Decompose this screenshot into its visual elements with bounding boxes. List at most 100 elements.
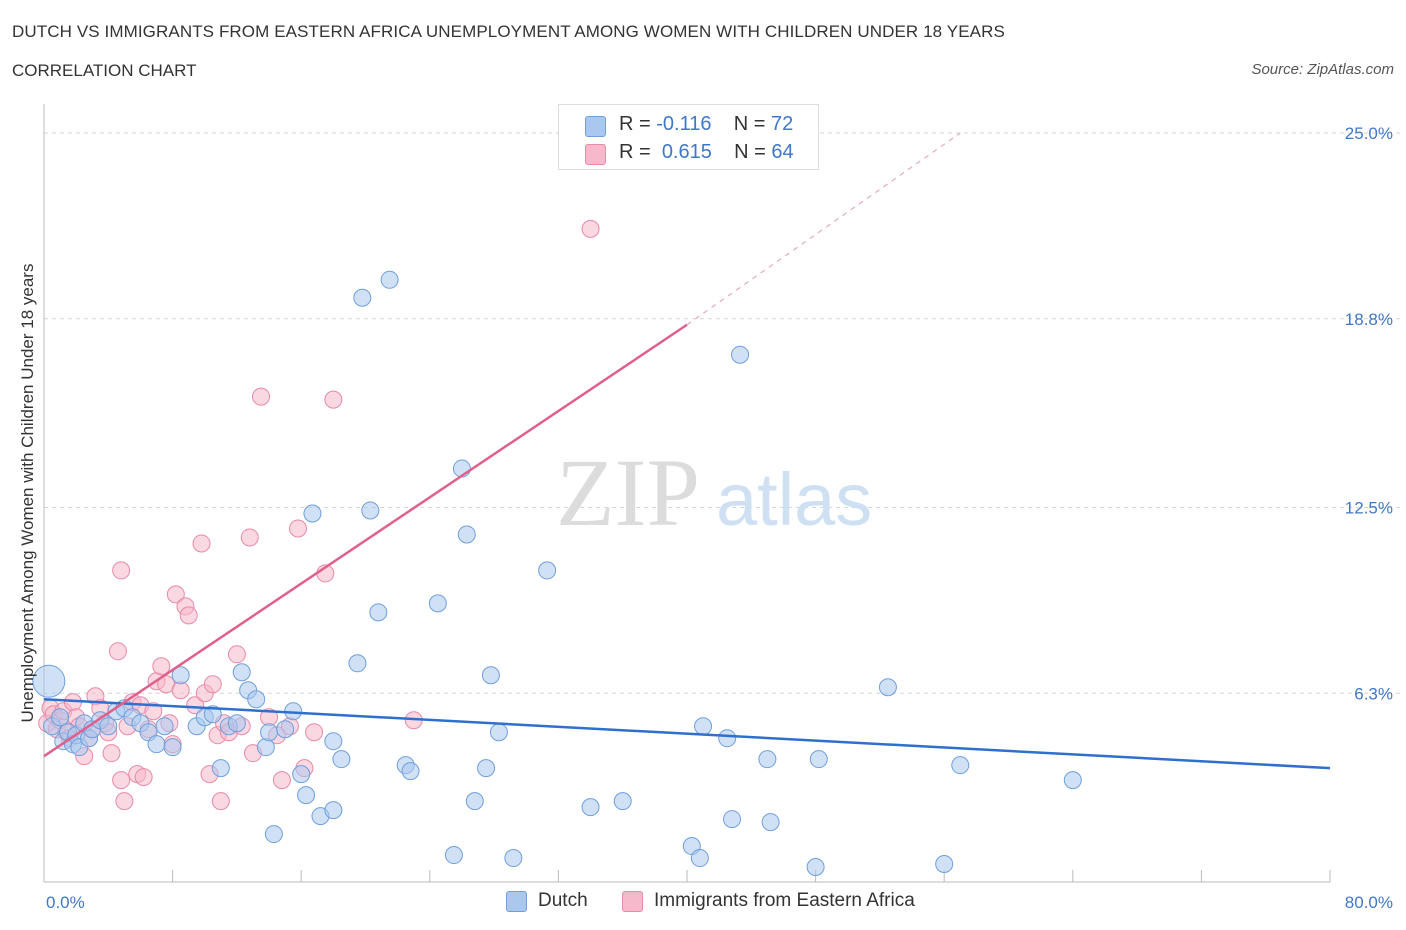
y-tick-label: 6.3% <box>1354 684 1393 703</box>
legend-swatch-immigrants <box>585 144 606 165</box>
dutch-point <box>163 738 182 757</box>
watermark-atlas: atlas <box>716 458 872 541</box>
dutch-point <box>935 855 954 874</box>
dutch-point <box>718 729 737 748</box>
dutch-point <box>613 792 632 811</box>
dutch-point <box>324 801 343 820</box>
dutch-point <box>538 561 557 580</box>
immigrants-point <box>203 675 222 694</box>
dutch-point <box>477 759 496 778</box>
x-tick-label: 0.0% <box>46 893 85 912</box>
bottom-legend-swatch-immigrants <box>622 891 643 912</box>
immigrants-point <box>134 768 153 787</box>
immigrants-point <box>166 585 185 604</box>
axes <box>43 104 1331 883</box>
bottom-legend-swatch-dutch <box>506 891 527 912</box>
dutch-point <box>332 750 351 769</box>
dutch-point <box>1063 771 1082 790</box>
dutch-point <box>147 735 166 754</box>
dutch-point <box>51 708 70 727</box>
dutch-point <box>723 810 742 829</box>
legend-n-label: N = <box>734 141 766 163</box>
dutch-point <box>581 798 600 817</box>
tick-labels: 6.3% 12.5% 18.8% 25.0% 0.0% 80.0% <box>46 124 1393 912</box>
x-tick-label: 80.0% <box>1345 893 1393 912</box>
dutch-point <box>155 717 174 736</box>
dutch-point <box>489 723 508 742</box>
legend-n-value: 72 <box>770 113 794 135</box>
dutch-point <box>806 858 825 877</box>
dutch-point <box>171 666 190 685</box>
immigrants-point <box>305 723 324 742</box>
watermark: ZIP atlas <box>556 439 872 546</box>
dutch-point <box>481 666 500 685</box>
legend-n-label: N = <box>733 113 766 135</box>
dutch-point <box>324 732 343 751</box>
bottom-legend-label-immigrants: Immigrants from Eastern Africa <box>654 890 915 911</box>
dutch-point <box>264 825 283 844</box>
dutch-point <box>276 720 295 739</box>
immigrants-point <box>102 744 121 763</box>
immigrants-point <box>272 771 291 790</box>
trend-lines <box>43 132 1331 770</box>
dutch-point <box>260 723 279 742</box>
stats-legend: R = -0.116 N = 72 R = 0.615 N = 64 <box>558 104 819 170</box>
immigrants-point <box>186 696 205 715</box>
legend-r-label: R = <box>619 141 651 163</box>
dutch-point <box>353 288 372 307</box>
dutch-point <box>809 750 828 769</box>
immigrants-point <box>192 534 211 553</box>
bottom-legend-label-dutch: Dutch <box>538 890 588 911</box>
source-label: Source: ZipAtlas.com <box>1251 61 1394 78</box>
dutch-point <box>227 714 246 733</box>
dutch-point <box>465 792 484 811</box>
dutch-point <box>32 664 66 698</box>
grid-lines <box>44 132 1400 694</box>
dutch-point <box>380 270 399 289</box>
dutch-point <box>99 717 118 736</box>
immigrants-point <box>152 657 171 676</box>
legend-r-value: -0.116 <box>656 113 712 135</box>
legend-text-immigrants: R = 0.615 N = 64 <box>619 141 794 164</box>
dutch-trend-line <box>43 697 1331 770</box>
dutch-point <box>369 603 388 622</box>
legend-swatch-dutch <box>585 116 606 137</box>
dutch-point <box>203 705 222 724</box>
immigrants-point <box>211 792 230 811</box>
dutch-point <box>694 717 713 736</box>
dutch-point <box>761 813 780 832</box>
dutch-point <box>690 849 709 868</box>
dutch-point <box>504 849 523 868</box>
immigrants-point <box>115 792 134 811</box>
immigrants-point <box>112 561 131 580</box>
dutch-point <box>297 786 316 805</box>
dutch-point <box>731 345 750 364</box>
dutch-point <box>292 765 311 784</box>
dutch-points <box>32 270 1082 877</box>
legend-r-value: 0.615 <box>661 141 712 163</box>
dutch-point <box>878 678 897 697</box>
dutch-point <box>247 690 266 709</box>
y-tick-label: 12.5% <box>1345 499 1393 518</box>
y-axis-label: Unemployment Among Women with Children U… <box>18 263 37 723</box>
dutch-point <box>457 525 476 544</box>
dutch-point <box>428 594 447 613</box>
immigrants-point <box>240 528 259 547</box>
dutch-point <box>348 654 367 673</box>
legend-text-dutch: R = -0.116 N = 72 <box>619 113 793 136</box>
dutch-point <box>232 663 251 682</box>
chart-title: DUTCH VS IMMIGRANTS FROM EASTERN AFRICA … <box>12 22 1005 41</box>
dutch-point <box>951 756 970 775</box>
immigrants-point <box>252 387 271 406</box>
immigrants-point <box>108 642 127 661</box>
immigrants-point <box>288 519 307 538</box>
dutch-point <box>758 750 777 769</box>
immigrants-point <box>227 645 246 664</box>
dutch-point <box>303 504 322 523</box>
watermark-zip: ZIP <box>556 439 700 546</box>
y-tick-label: 25.0% <box>1345 124 1393 143</box>
immigrants-point <box>144 702 163 721</box>
immigrants-point <box>581 219 600 238</box>
dutch-point <box>361 501 380 520</box>
